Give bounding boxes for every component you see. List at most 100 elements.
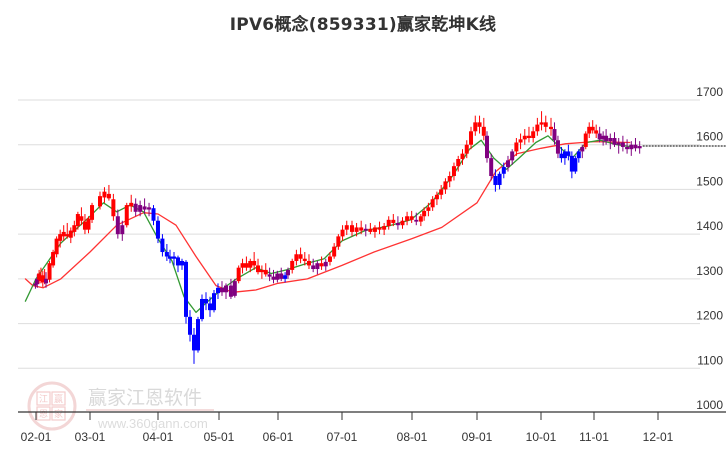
candle-body [629, 144, 634, 150]
candle-body [608, 138, 613, 142]
candle-body [354, 227, 359, 232]
candle-body [620, 142, 625, 147]
candle-body [115, 216, 120, 235]
candle-body [224, 285, 228, 293]
candle-body [279, 273, 284, 279]
y-tick-label: 1000 [696, 398, 723, 412]
candle-body [196, 319, 200, 351]
watermark-brand: 赢家江恩软件 [88, 387, 202, 409]
candle-body [323, 261, 328, 267]
candle-body [391, 219, 396, 223]
candle-body [90, 205, 95, 220]
candle-body [439, 189, 444, 195]
candle-body [531, 131, 536, 139]
candle-body [180, 260, 184, 266]
candle-body [430, 199, 435, 208]
candle-body [220, 287, 224, 293]
candle-body [236, 267, 241, 282]
candle-body [543, 122, 548, 127]
watermark-seal-icon: 江 赢 恩 家 [27, 381, 77, 431]
candle-body [283, 275, 288, 279]
candle-body [368, 228, 373, 232]
x-tick-label: 04-01 [143, 430, 174, 444]
candle-body [259, 269, 264, 273]
candle-body [82, 221, 87, 230]
candle-body [102, 191, 107, 198]
seal-char-1: 江 [39, 394, 48, 405]
candle-body [501, 167, 506, 174]
candle-body [286, 269, 290, 276]
candle-body [51, 252, 56, 266]
candle-body [460, 153, 465, 160]
candle-body [409, 216, 414, 220]
candle-body [637, 146, 642, 149]
candle-body [252, 260, 257, 266]
candle-body [386, 219, 391, 227]
x-tick-label: 10-01 [526, 430, 557, 444]
x-axis: 02-01 03-01 04-01 05-01 06-01 07-01 08-01 09-01… [18, 411, 726, 444]
x-tick-label: 03-01 [75, 430, 106, 444]
x-tick-label: 06-01 [263, 430, 294, 444]
candle-body [192, 334, 196, 351]
candle-body [566, 151, 571, 156]
candle-body [263, 269, 268, 275]
candle-body [363, 228, 368, 231]
candle-body [580, 146, 585, 152]
candle-body [172, 256, 176, 259]
seal-char-3: 恩 [39, 409, 48, 420]
candle-body [576, 151, 581, 159]
x-tick-label: 08-01 [397, 430, 428, 444]
y-tick-label: 1200 [696, 309, 723, 323]
candle-body [111, 199, 116, 217]
candlesticks [33, 111, 642, 364]
candle-body [612, 138, 617, 145]
y-tick-label: 1500 [696, 174, 723, 188]
candle-body [549, 126, 553, 130]
candle-body [75, 214, 80, 227]
candle-body [372, 227, 377, 232]
candle-body [98, 196, 102, 207]
candle-body [597, 133, 602, 140]
candle-body [477, 122, 482, 127]
candle-body [35, 278, 40, 285]
x-tick-label: 09-01 [462, 430, 493, 444]
candle-body [129, 202, 134, 207]
candle-body [138, 205, 143, 212]
candle-body [160, 238, 165, 253]
candle-body [625, 146, 630, 150]
candle-body [68, 230, 73, 238]
candle-body [200, 298, 204, 320]
candle-body [616, 142, 621, 145]
x-tick-label: 11-01 [579, 430, 609, 444]
seal-char-4: 家 [54, 408, 63, 420]
candle-body [332, 246, 337, 257]
candle-body [267, 274, 272, 277]
candle-body [106, 193, 111, 199]
candle-body [240, 263, 245, 268]
candle-body [72, 225, 77, 232]
candle-body [54, 238, 59, 255]
candle-body [61, 231, 66, 237]
candle-body [290, 260, 295, 270]
candle-body [120, 225, 125, 235]
candle-body [65, 234, 70, 237]
candle-body [298, 254, 303, 259]
candle-body [79, 216, 84, 221]
candle-body [414, 219, 419, 222]
candle-body [464, 144, 469, 154]
y-tick-label: 1300 [696, 264, 723, 278]
candle-body [344, 225, 349, 230]
candle-body [256, 265, 261, 273]
candle-body [271, 276, 276, 280]
candle-body [594, 130, 599, 134]
y-axis: 1000 1100 1200 1300 1400 1500 1600 1700 [696, 85, 723, 412]
candle-body [133, 203, 138, 212]
candle-body [604, 135, 609, 142]
candle-body [33, 283, 38, 286]
candle-body [526, 135, 531, 139]
candle-body [485, 135, 489, 159]
candle-body [469, 131, 474, 145]
candle-body [184, 261, 188, 317]
candle-body [601, 135, 606, 140]
